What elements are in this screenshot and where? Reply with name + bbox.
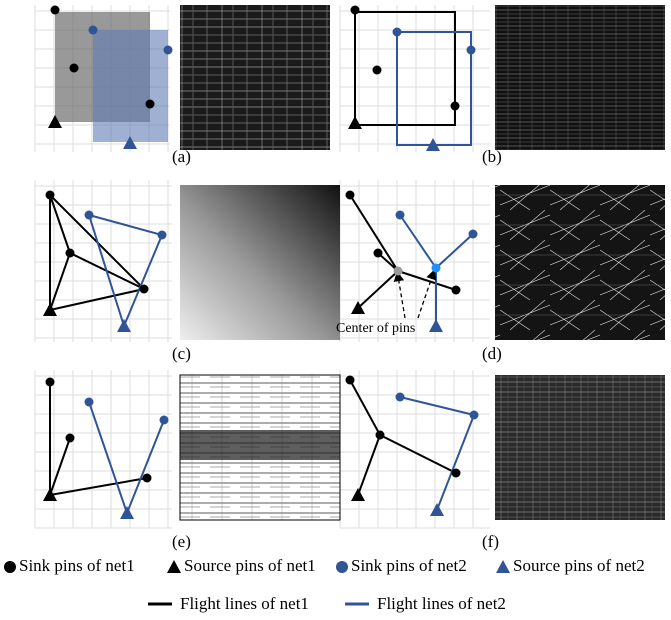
- heatmap: [180, 5, 330, 150]
- sink-pin: [470, 411, 479, 420]
- sink-pin: [146, 100, 155, 109]
- heatmap-band: [180, 430, 340, 460]
- sink-pin: [452, 286, 461, 295]
- heatmap: [495, 5, 665, 150]
- panel-label: (f): [482, 532, 499, 551]
- center-net2: [432, 264, 441, 273]
- sink-pin: [451, 102, 460, 111]
- legend-marker: [496, 560, 510, 573]
- sink-pin: [374, 249, 383, 258]
- annotation: Center of pins: [336, 321, 415, 336]
- figure: Center of pins (a) (b) (c) (d) (e) (f) S…: [0, 0, 671, 620]
- sink-pin: [346, 376, 355, 385]
- heatmap: [495, 185, 665, 340]
- legend-marker: [336, 561, 348, 573]
- legend-label: Source pins of net1: [184, 556, 316, 575]
- sink-pin: [346, 191, 355, 200]
- panel-label: (b): [482, 147, 502, 166]
- sink-pin: [89, 26, 98, 35]
- panel-label: (a): [172, 147, 191, 166]
- sink-pin: [396, 393, 405, 402]
- source-pin: [117, 319, 131, 332]
- sink-pin: [373, 66, 382, 75]
- center-net1: [394, 267, 403, 276]
- sink-pin: [469, 230, 478, 239]
- bbox-net2: [93, 30, 168, 142]
- legend-marker: [4, 561, 16, 573]
- panel-label: (c): [172, 344, 191, 363]
- sink-pin: [46, 191, 55, 200]
- sink-pin: [70, 64, 79, 73]
- sink-pin: [85, 211, 94, 220]
- sink-pin: [351, 6, 360, 15]
- panel-label: (d): [482, 344, 502, 363]
- source-pin: [120, 506, 134, 519]
- sink-pin: [164, 46, 173, 55]
- legend-label: Source pins of net2: [513, 556, 645, 575]
- legend-marker: [167, 560, 181, 573]
- sink-pin: [66, 249, 75, 258]
- sink-pin: [376, 431, 385, 440]
- heatmap: [495, 375, 665, 520]
- sink-pin: [66, 434, 75, 443]
- sink-pin: [143, 474, 152, 483]
- heatmap: [180, 185, 340, 340]
- sink-pin: [393, 28, 402, 37]
- source-pin: [429, 319, 443, 332]
- sink-pin: [160, 416, 169, 425]
- source-pin: [348, 116, 362, 129]
- sink-pin: [51, 6, 60, 15]
- legend-label: Flight lines of net2: [377, 594, 506, 613]
- sink-pin: [467, 46, 476, 55]
- sink-pin: [46, 378, 55, 387]
- legend-label: Flight lines of net1: [180, 594, 309, 613]
- sink-pin: [85, 398, 94, 407]
- legend-label: Sink pins of net1: [19, 556, 135, 575]
- sink-pin: [396, 211, 405, 220]
- panel-label: (e): [172, 532, 191, 551]
- sink-pin: [452, 469, 461, 478]
- legend-label: Sink pins of net2: [351, 556, 467, 575]
- sink-pin: [158, 231, 167, 240]
- sink-pin: [140, 285, 149, 294]
